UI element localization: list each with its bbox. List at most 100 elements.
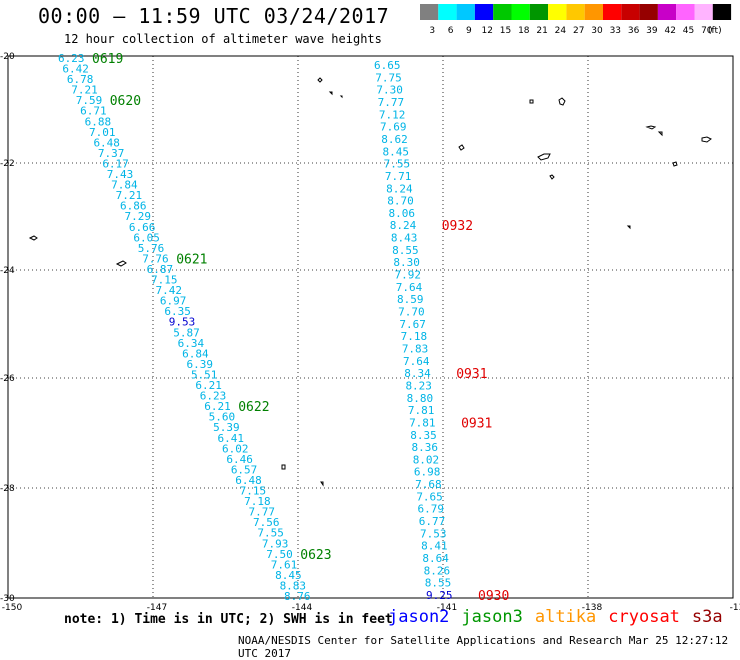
colorbar-label: 70 xyxy=(701,26,713,36)
plot-frame xyxy=(7,55,734,599)
island xyxy=(28,235,38,241)
wave-height-value: 8.35 xyxy=(410,429,437,442)
wave-height-value: 7.21 xyxy=(71,84,98,97)
y-tick-label: -30 xyxy=(0,594,15,604)
pass-time-label: 0931 xyxy=(456,367,487,382)
y-tick-label: -26 xyxy=(0,374,15,384)
wave-height-value: 6.57 xyxy=(231,463,258,476)
colorbar-label: 21 xyxy=(536,26,547,36)
wave-height-value: 6.35 xyxy=(164,305,191,318)
altimeter-track-west: 6.236.426.787.217.596.716.887.016.487.37… xyxy=(58,52,332,603)
island xyxy=(537,153,551,161)
wave-height-value: 9.53 xyxy=(169,316,196,329)
legend-entry-jason3: jason3 xyxy=(461,607,523,627)
wave-height-value: 6.41 xyxy=(218,432,245,445)
island xyxy=(549,174,555,180)
island xyxy=(458,144,465,151)
legend-entry-cryosat: cryosat xyxy=(608,607,680,627)
wave-height-value: 6.23 xyxy=(200,390,227,403)
wave-height-value: 8.83 xyxy=(280,579,307,592)
credit-line: NOAA/NESDIS Center for Satellite Applica… xyxy=(238,634,729,660)
y-tick-label: -24 xyxy=(0,266,15,276)
wave-height-value: 8.41 xyxy=(421,540,448,553)
wave-height-value: 7.81 xyxy=(408,404,435,417)
lat-lon-grid xyxy=(7,55,734,599)
x-tick-label: -138 xyxy=(582,603,603,610)
wave-height-value: 7.15 xyxy=(151,274,178,287)
x-tick-label: -141 xyxy=(437,603,457,610)
wave-height-value: 7.77 xyxy=(378,96,405,109)
island xyxy=(529,99,534,104)
wave-height-value: 8.55 xyxy=(392,244,419,257)
wave-height-value: 7.37 xyxy=(98,147,125,160)
altimeter-track-east: 6.657.757.307.777.127.698.628.457.557.71… xyxy=(374,59,509,604)
wave-height-colorbar: 3 6 9 12 15 18 21 24 27 30 33 36 39 42 45 70(ft) xyxy=(420,4,732,36)
wave-height-value: 6.23 xyxy=(58,52,85,65)
colorbar-label: 33 xyxy=(610,26,621,36)
colorbar-swatch xyxy=(639,4,658,20)
colorbar-label: 30 xyxy=(591,26,603,36)
wave-height-value: 6.21 xyxy=(204,400,231,413)
colorbar-label: 15 xyxy=(500,26,511,36)
colorbar-swatch xyxy=(438,4,457,20)
wave-height-value: 5.51 xyxy=(191,368,218,381)
wave-height-value: 7.84 xyxy=(111,179,138,192)
wave-height-value: 5.76 xyxy=(138,242,165,255)
wave-height-value: 7.59 xyxy=(76,94,103,107)
wave-height-value: 7.55 xyxy=(384,158,411,171)
island xyxy=(339,95,343,99)
island xyxy=(281,464,286,470)
pass-time-label: 0930 xyxy=(478,589,509,604)
colorbar-label: 42 xyxy=(664,26,675,36)
wave-height-value: 8.36 xyxy=(411,441,438,454)
wave-height-value: 7.76 xyxy=(142,252,169,265)
wave-height-value: 6.48 xyxy=(235,474,261,487)
y-tick-label: -28 xyxy=(0,484,15,494)
wave-height-value: 6.34 xyxy=(178,337,205,350)
wave-height-value: 7.69 xyxy=(380,121,407,134)
x-tick-label: -147 xyxy=(147,603,167,610)
map-subtitle: 12 hour collection of altimeter wave hei… xyxy=(64,32,382,46)
wave-height-value: 8.59 xyxy=(397,293,424,306)
wave-height-value: 7.30 xyxy=(376,84,403,97)
wave-height-value: 8.45 xyxy=(275,569,302,582)
island xyxy=(672,161,678,167)
colorbar-swatch xyxy=(566,4,585,20)
x-tick-label: -150 xyxy=(2,603,23,610)
pass-time-label: 0931 xyxy=(461,416,492,431)
wave-height-value: 6.79 xyxy=(418,503,445,516)
wave-height-value: 7.67 xyxy=(399,318,426,331)
legend-entry-altika: altika xyxy=(534,607,597,627)
colorbar-label: 27 xyxy=(573,26,584,36)
wave-height-value: 8.02 xyxy=(413,453,440,466)
island xyxy=(626,225,631,230)
island xyxy=(317,77,323,83)
colorbar-swatch xyxy=(712,4,732,20)
wave-height-value: 6.17 xyxy=(102,157,128,170)
pass-time-label: 0623 xyxy=(300,548,331,563)
wave-height-value: 5.39 xyxy=(213,421,240,434)
legend-entry-jason2: jason2 xyxy=(388,607,450,627)
wave-height-value: 8.24 xyxy=(386,182,413,195)
colorbar-swatch xyxy=(420,4,439,20)
wave-height-value: 7.43 xyxy=(107,168,133,181)
wave-height-value: 7.92 xyxy=(395,269,422,282)
colorbar-label: 3 xyxy=(429,26,435,36)
island xyxy=(657,131,663,137)
wave-height-value: 6.97 xyxy=(160,295,187,308)
wave-height-value: 8.34 xyxy=(404,367,431,380)
pass-time-label: 0619 xyxy=(92,52,123,67)
wave-height-value: 8.45 xyxy=(382,145,409,158)
colorbar-swatch xyxy=(603,4,622,20)
wave-height-value: 8.55 xyxy=(425,577,452,590)
wave-height-value: 7.71 xyxy=(385,170,412,183)
wave-height-value: 7.18 xyxy=(244,495,271,508)
satellite-legend: jason2 jason3 altika cryosat s3a xyxy=(388,607,735,627)
colorbar-label: 24 xyxy=(555,26,567,36)
axis-ticks: -150 -147 -144 -141 -138 -13 -20 -22 -24 -26 -28 -3… xyxy=(0,52,740,610)
pass-time-label: 0932 xyxy=(442,219,473,234)
wave-height-value: 6.98 xyxy=(414,466,441,479)
wave-height-value: 7.70 xyxy=(398,306,425,319)
wave-height-value: 6.84 xyxy=(182,347,209,360)
island xyxy=(645,125,657,130)
